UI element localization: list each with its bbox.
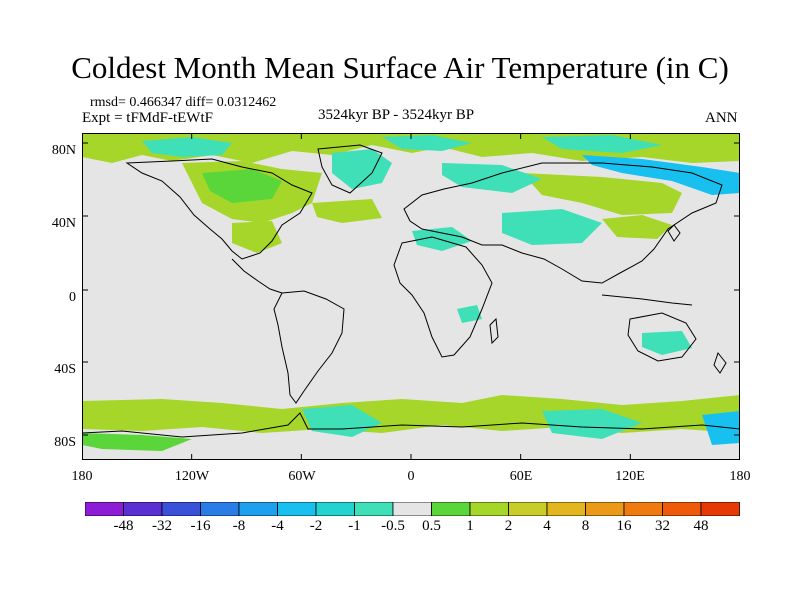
mideast-cyan: [412, 227, 472, 251]
arctic-cyan-3: [542, 135, 662, 153]
colorbar-label: -2: [309, 518, 323, 534]
colorbar-label: 32: [655, 518, 670, 534]
central-america-coast: [231, 258, 283, 294]
season-label: ANN: [705, 110, 738, 126]
north-america-coast: [125, 158, 313, 260]
africa-coast: [393, 236, 493, 358]
australia-coast: [627, 312, 697, 362]
colorbar-label: 1: [466, 518, 474, 534]
siberia-cyan: [442, 163, 542, 193]
colorbar-label: 2: [504, 518, 513, 534]
colorbar-box: [508, 502, 548, 516]
indonesia-coast: [601, 294, 693, 306]
eurasia-green: [522, 173, 682, 215]
colorbar-box: [85, 502, 124, 516]
colorbar-label: -32: [152, 518, 172, 534]
canada-bright-green: [202, 169, 282, 203]
madagascar-coast: [489, 317, 499, 345]
antarctic-cyan-2: [542, 409, 642, 439]
map-plot: [82, 133, 740, 460]
colorbar-label: -8: [232, 518, 246, 534]
lon-label: 180: [729, 469, 751, 484]
lat-label: 40S: [54, 362, 76, 377]
greenland-cyan: [332, 149, 392, 189]
antarctic-blue: [702, 411, 740, 445]
asia-cyan: [502, 209, 602, 245]
colorbar-label: 0.5: [422, 518, 441, 534]
colorbar-label: -4: [271, 518, 284, 534]
lon-label: 180: [71, 469, 93, 484]
japan-coast: [667, 224, 681, 242]
atlantic-green: [312, 199, 382, 223]
coastlines: [82, 144, 740, 438]
colorbar-label: 4: [543, 518, 551, 534]
lon-label: 120W: [174, 469, 210, 484]
colorbar-label: -48: [113, 518, 134, 534]
lon-label: 60W: [288, 469, 316, 484]
colorbar-box: [585, 502, 625, 516]
eastern-na-green: [232, 221, 282, 253]
colorbar-label: -16: [190, 518, 211, 534]
lon-label: 60E: [509, 469, 533, 484]
stats-text: rmsd= 0.466347 diff= 0.0312462: [90, 95, 277, 110]
eurasia-coast: [403, 162, 723, 284]
map-ticks: [82, 133, 740, 460]
colorbar-box: [700, 502, 740, 516]
new-zealand-coast: [713, 351, 727, 374]
experiment-label: Expt = tFMdF-tEWtF: [82, 110, 213, 126]
colorbar-label: 8: [581, 518, 590, 534]
arctic-cyan-1: [142, 137, 232, 157]
south-america-coast: [273, 290, 345, 404]
australia-cyan: [642, 331, 692, 355]
antarctic-bright-green: [82, 433, 192, 451]
lat-label: 80S: [54, 435, 76, 450]
colorbar-box: [431, 502, 471, 516]
colorbar-label: -1: [348, 518, 361, 534]
antarctica-coast: [82, 412, 740, 438]
lat-label: 80N: [51, 143, 76, 158]
lon-label: 0: [407, 469, 415, 484]
colorbar-box: [238, 502, 278, 516]
lon-label: 120E: [615, 469, 645, 484]
colorbar-box: [623, 502, 663, 516]
colorbar-box: [469, 502, 509, 516]
lat-label: 40N: [51, 216, 76, 231]
africa-cyan-small: [457, 305, 482, 323]
colorbar-box: [200, 502, 240, 516]
colorbar-box: [662, 502, 702, 516]
greenland-coast: [317, 144, 383, 194]
period-label: 3524kyr BP - 3524kyr BP: [318, 107, 475, 123]
colorbar-box: [315, 502, 355, 516]
colorbar-box: [392, 502, 432, 516]
colorbar-box: [161, 502, 201, 516]
colorbar-label: 48: [693, 518, 709, 534]
lat-label: 0: [69, 290, 76, 305]
colorbar-box: [546, 502, 586, 516]
colorbar-box: [354, 502, 394, 516]
asia-green: [602, 215, 672, 239]
colorbar-box: [277, 502, 317, 516]
colorbar-label: 16: [616, 518, 632, 534]
colorbar-box: [123, 502, 163, 516]
arctic-cyan-2: [382, 135, 472, 151]
colorbar: [85, 502, 740, 516]
chart-title: Coldest Month Mean Surface Air Temperatu…: [71, 50, 729, 85]
colorbar-label: -0.5: [381, 518, 405, 534]
